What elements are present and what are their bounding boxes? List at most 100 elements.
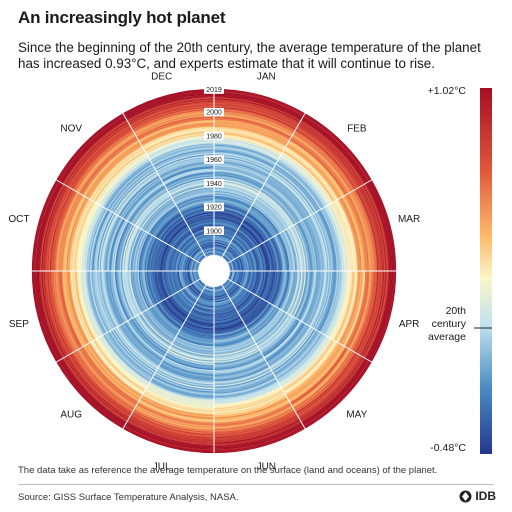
ring-cell-1918-feb	[244, 216, 269, 241]
ring-cell-1890-feb	[227, 245, 240, 258]
ring-cell-1907-oct	[164, 246, 173, 271]
ring-cell-1939-oct	[126, 227, 140, 271]
ring-cell-1940-jul	[169, 346, 214, 360]
ring-cell-1936-jan	[214, 187, 257, 200]
ring-cell-1923-nov	[154, 211, 181, 238]
ring-cell-1923-sep	[145, 270, 156, 306]
ring-cell-1890-jan	[214, 241, 229, 247]
ring-cell-1918-jun	[213, 323, 246, 334]
ring-cell-1925-nov	[152, 209, 180, 237]
ring-cell-1881-jun	[213, 285, 224, 290]
ring-cell-1889-aug	[189, 284, 201, 296]
ring-cell-1886-feb	[225, 249, 236, 260]
ring-cell-1920-feb	[245, 214, 271, 240]
ring-cell-1941-jun	[213, 347, 259, 361]
ring-cell-1894-oct	[180, 253, 186, 271]
month-spoke-mar	[227, 176, 378, 264]
ring-cell-1912-mar	[260, 243, 270, 272]
ring-cell-1944-mar	[293, 224, 308, 272]
month-label-sep: SEP	[9, 319, 29, 330]
divider	[18, 484, 494, 485]
ring-cell-1925-jul	[178, 330, 214, 342]
month-spoke-aug	[119, 284, 207, 435]
ring-cell-1894-feb	[230, 241, 244, 255]
ring-cell-1917-apr	[265, 271, 276, 302]
ring-cell-1902-may	[234, 292, 252, 309]
ring-cell-1923-feb	[247, 211, 274, 238]
ring-cell-1894-sep	[180, 270, 186, 288]
ring-cell-1906-oct	[165, 246, 174, 271]
ring-cell-1881-aug	[197, 279, 206, 288]
ring-cell-1922-jun	[213, 327, 248, 339]
ring-cell-1917-nov	[160, 217, 185, 242]
month-label-apr: APR	[399, 319, 420, 330]
year-rings	[31, 88, 397, 454]
ring-cell-1911-feb	[240, 224, 261, 245]
ring-cell-1910-aug	[168, 296, 189, 317]
year-label-1920: 1920	[206, 205, 222, 212]
ring-cell-1917-jun	[213, 322, 245, 333]
ring-cell-1949-jun	[213, 355, 264, 371]
ring-cell-1897-apr	[245, 271, 252, 290]
ring-cell-1892-oct	[182, 255, 188, 271]
ring-cell-1884-jan	[214, 248, 226, 254]
ring-cell-1899-aug	[179, 290, 195, 306]
ring-cell-1922-nov	[155, 212, 182, 239]
ring-cell-1885-oct	[190, 259, 196, 271]
ring-cell-1899-may	[233, 290, 249, 306]
ring-cell-1918-may	[244, 301, 269, 326]
ring-cell-1882-apr	[229, 271, 234, 281]
ring-cell-1922-mar	[270, 237, 282, 272]
ring-cell-1932-sep	[135, 270, 147, 311]
ring-cell-1934-sep	[132, 270, 145, 312]
ring-cell-1894-jan	[214, 237, 232, 243]
ring-cell-1881-sep	[195, 270, 200, 281]
ring-cell-1917-aug	[160, 300, 185, 325]
ring-cell-1885-jan	[214, 247, 226, 253]
ring-cell-1880-nov	[198, 255, 207, 263]
ring-cell-1930-nov	[147, 204, 177, 234]
ring-cell-1931-jul	[174, 337, 214, 349]
ring-cell-1947-apr	[296, 271, 311, 320]
year-label-bg-1920	[204, 202, 224, 212]
footnote: The data take as reference the average t…	[18, 465, 438, 476]
ring-cell-1884-aug	[194, 281, 204, 291]
ring-cell-1927-jun	[213, 333, 251, 345]
ring-cell-1920-mar	[268, 238, 279, 272]
ring-cell-1880-dec	[205, 253, 215, 258]
ring-cell-1918-oct	[151, 239, 162, 271]
ring-cell-1933-sep	[133, 270, 146, 312]
ring-cell-1916-nov	[162, 218, 185, 242]
ring-cell-1925-dec	[178, 200, 215, 211]
ring-cell-1943-jul	[167, 349, 214, 364]
ring-cell-1941-oct	[124, 225, 138, 271]
ring-cell-1931-mar	[280, 232, 292, 272]
ring-cell-1883-jul	[203, 287, 214, 292]
ring-cell-1947-oct	[117, 222, 132, 271]
ring-cell-1895-jul	[196, 300, 214, 307]
ring-cell-1912-jan	[214, 215, 242, 225]
ring-cell-1884-may	[224, 281, 234, 291]
ring-cell-1914-nov	[164, 220, 186, 243]
ring-cell-1912-may	[240, 297, 262, 319]
ring-cell-1895-feb	[230, 240, 245, 255]
ring-cell-1930-mar	[279, 232, 291, 272]
ring-cell-1911-sep	[159, 270, 169, 299]
ring-cell-1897-nov	[181, 238, 197, 253]
ring-cell-1933-oct	[133, 230, 146, 271]
ring-cell-1907-nov	[171, 228, 191, 247]
ring-cell-1915-feb	[242, 220, 266, 243]
ring-cell-1882-jun	[213, 286, 224, 291]
ring-cell-1928-nov	[149, 206, 178, 235]
ring-cell-1897-feb	[232, 238, 247, 254]
ring-cell-1922-jul	[180, 327, 214, 339]
ring-cell-1905-may	[236, 293, 255, 312]
ring-cell-1940-mar	[289, 226, 303, 272]
ring-cell-1889-sep	[185, 270, 191, 285]
ring-cell-1937-sep	[129, 270, 142, 314]
ring-cell-1942-apr	[291, 271, 305, 317]
ring-cell-1928-dec	[176, 196, 215, 208]
ring-cell-1919-feb	[245, 215, 270, 241]
ring-cell-1925-oct	[143, 235, 155, 271]
ring-cell-1888-mar	[236, 257, 241, 272]
